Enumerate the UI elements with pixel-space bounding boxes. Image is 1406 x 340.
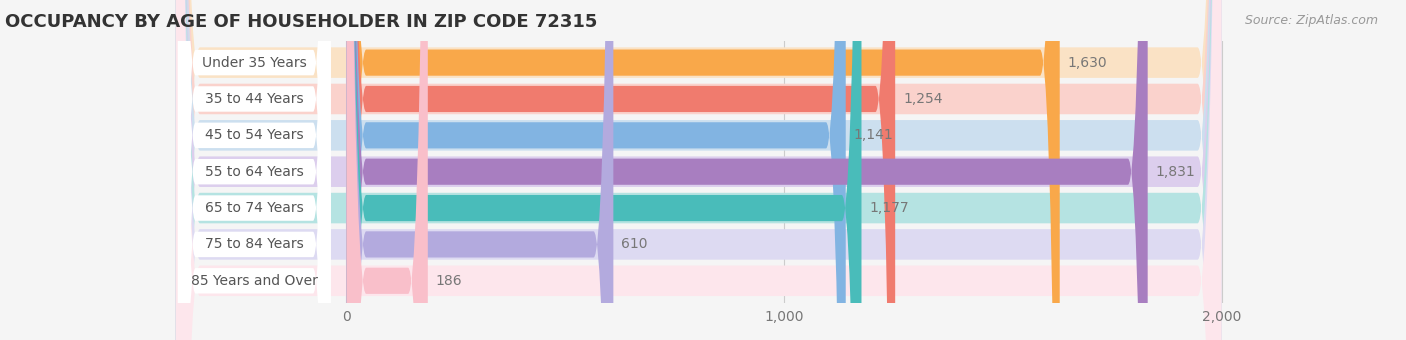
Text: 55 to 64 Years: 55 to 64 Years <box>205 165 304 179</box>
FancyBboxPatch shape <box>179 0 330 340</box>
Text: 1,254: 1,254 <box>903 92 942 106</box>
FancyBboxPatch shape <box>179 0 330 340</box>
FancyBboxPatch shape <box>346 0 1060 340</box>
Text: 1,177: 1,177 <box>869 201 910 215</box>
FancyBboxPatch shape <box>346 0 1147 340</box>
FancyBboxPatch shape <box>176 0 1222 340</box>
Text: 1,630: 1,630 <box>1067 56 1108 70</box>
FancyBboxPatch shape <box>176 0 1222 340</box>
Text: 186: 186 <box>436 274 463 288</box>
FancyBboxPatch shape <box>346 0 896 340</box>
FancyBboxPatch shape <box>179 0 330 340</box>
FancyBboxPatch shape <box>179 0 330 340</box>
Text: 85 Years and Over: 85 Years and Over <box>191 274 318 288</box>
Text: 35 to 44 Years: 35 to 44 Years <box>205 92 304 106</box>
FancyBboxPatch shape <box>176 0 1222 340</box>
Text: Under 35 Years: Under 35 Years <box>202 56 307 70</box>
Text: 1,831: 1,831 <box>1156 165 1195 179</box>
Text: 65 to 74 Years: 65 to 74 Years <box>205 201 304 215</box>
Text: Source: ZipAtlas.com: Source: ZipAtlas.com <box>1244 14 1378 27</box>
FancyBboxPatch shape <box>176 0 1222 340</box>
FancyBboxPatch shape <box>346 0 427 340</box>
FancyBboxPatch shape <box>179 0 330 340</box>
FancyBboxPatch shape <box>176 0 1222 340</box>
Text: 1,141: 1,141 <box>853 128 893 142</box>
FancyBboxPatch shape <box>346 0 613 340</box>
Text: OCCUPANCY BY AGE OF HOUSEHOLDER IN ZIP CODE 72315: OCCUPANCY BY AGE OF HOUSEHOLDER IN ZIP C… <box>6 13 598 31</box>
FancyBboxPatch shape <box>176 0 1222 340</box>
Text: 45 to 54 Years: 45 to 54 Years <box>205 128 304 142</box>
FancyBboxPatch shape <box>179 0 330 340</box>
Text: 75 to 84 Years: 75 to 84 Years <box>205 237 304 251</box>
FancyBboxPatch shape <box>346 0 846 340</box>
FancyBboxPatch shape <box>346 0 862 340</box>
Text: 610: 610 <box>621 237 648 251</box>
FancyBboxPatch shape <box>176 0 1222 340</box>
FancyBboxPatch shape <box>179 0 330 340</box>
